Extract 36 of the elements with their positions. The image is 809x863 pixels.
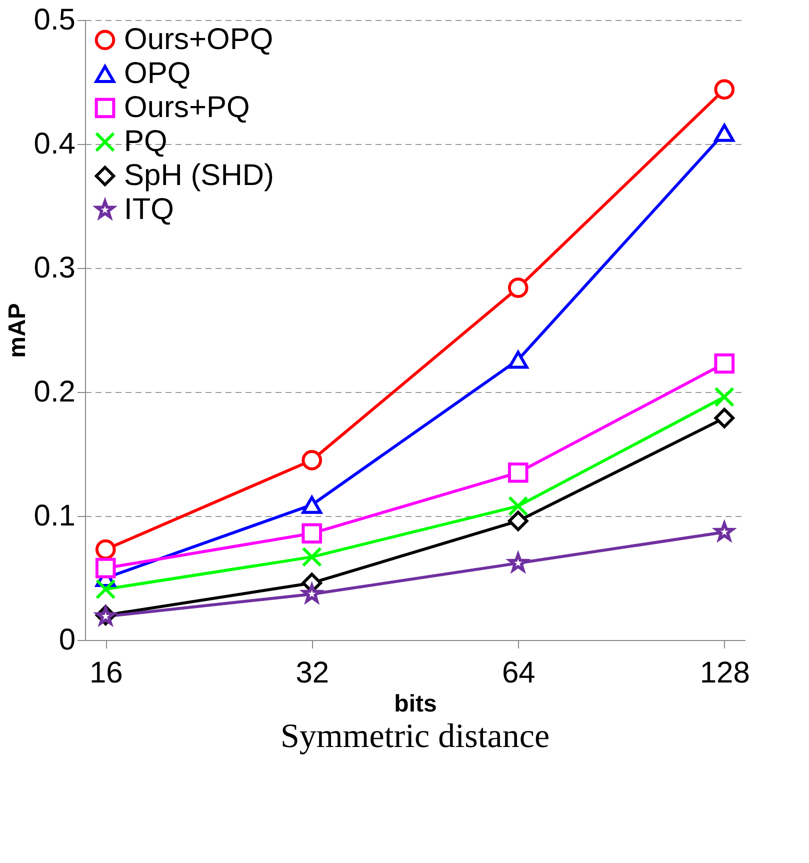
y-tick-label: 0.1 xyxy=(34,500,76,532)
point xyxy=(714,353,735,374)
legend-label: Ours+OPQ xyxy=(124,23,274,56)
point xyxy=(508,510,528,532)
point xyxy=(302,546,322,568)
y-tick-label: 0 xyxy=(58,624,76,656)
point xyxy=(95,539,116,560)
text: Symmetric distance xyxy=(280,718,550,755)
x-tick-label: 64 xyxy=(502,656,536,690)
y-axis-title: mAP xyxy=(4,303,31,358)
y-tick-label: 0.3 xyxy=(34,252,76,284)
legend-label: PQ xyxy=(124,125,168,158)
y-tick-label: 0.4 xyxy=(34,128,76,160)
point xyxy=(95,558,116,578)
y-tick-label: 0.2 xyxy=(34,376,76,408)
point xyxy=(714,79,735,100)
point xyxy=(714,124,735,142)
x-axis-title: bits xyxy=(394,690,437,718)
x-tick-label: 32 xyxy=(296,656,330,690)
legend-label: ITQ xyxy=(124,193,174,226)
point xyxy=(508,278,528,298)
y-tick-label: 0.5 xyxy=(34,4,76,36)
point xyxy=(508,462,528,483)
x-tick-label: 16 xyxy=(89,656,123,690)
legend-label: SpH (SHD) xyxy=(124,159,274,192)
point xyxy=(302,496,322,514)
point xyxy=(302,523,322,544)
legend-label: OPQ xyxy=(124,57,191,90)
x-tick-label: 128 xyxy=(700,656,750,690)
point xyxy=(95,579,116,600)
point xyxy=(302,450,322,470)
legend-label: Ours+PQ xyxy=(124,91,250,124)
point xyxy=(508,350,528,369)
point xyxy=(508,496,528,516)
point xyxy=(714,386,735,408)
point xyxy=(714,408,735,428)
